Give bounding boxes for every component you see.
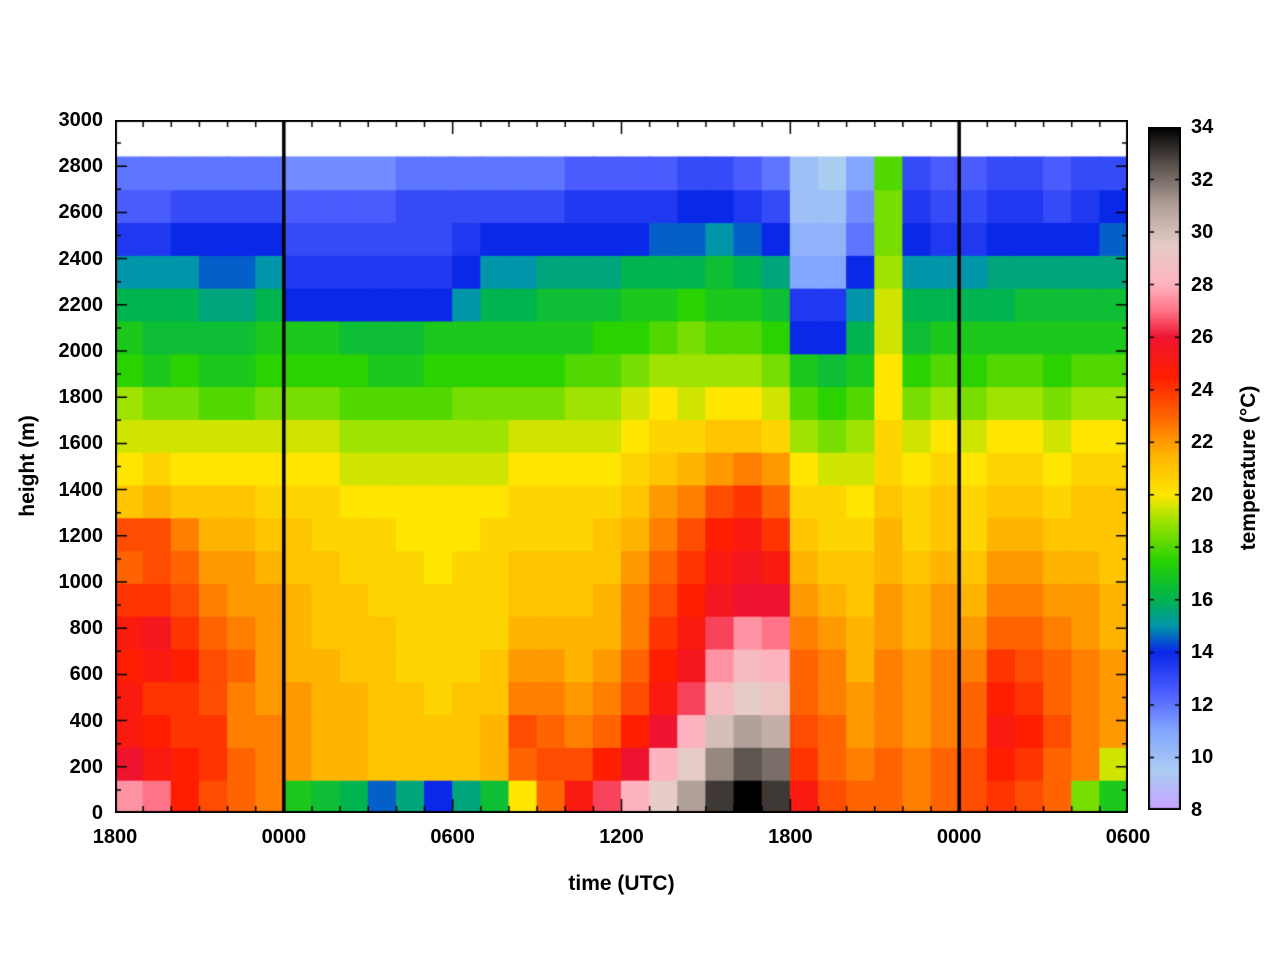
y-tick-label: 1400 [58,478,104,501]
y-tick-label: 600 [69,663,103,686]
y-tick-label: 2400 [58,247,104,270]
axes-overlay-canvas [115,120,1128,813]
y-tick-label: 1200 [58,524,104,547]
y-tick-label: 400 [69,709,103,732]
x-tick-label: 1800 [92,826,138,848]
x-tick-label: 1800 [768,826,813,848]
x-tick-label: 0000 [936,826,982,848]
x-tick-label: 0000 [261,826,307,848]
colorbar-tick-label: 26 [1191,326,1214,349]
colorbar-tick-label: 8 [1191,799,1203,821]
colorbar-label: temperature (°C) [1237,385,1260,551]
y-tick-label: 2200 [58,293,104,316]
y-tick-label: 2800 [58,155,104,178]
colorbar-tick-label: 20 [1191,483,1214,506]
colorbar-tick-label: 32 [1191,168,1214,191]
colorbar-tick-label: 14 [1191,641,1214,664]
colorbar-tick-label: 28 [1191,273,1214,296]
y-tick-label: 2000 [58,340,104,362]
y-tick-label: 3000 [58,109,104,131]
colorbar-tick-label: 16 [1191,588,1214,611]
x-tick-label: 0600 [430,826,475,848]
colorbar-tick-label: 12 [1191,693,1214,716]
colorbar-tick-label: 34 [1191,116,1214,138]
colorbar-tick-label: 10 [1191,746,1214,769]
x-tick-label: 0600 [1105,826,1151,848]
colorbar-tick-label: 24 [1191,378,1214,401]
y-tick-label: 800 [69,617,103,640]
y-tick-label: 0 [91,802,103,824]
x-axis-label: time (UTC) [568,872,675,895]
colorbar-gradient [1148,127,1181,810]
y-tick-label: 1000 [58,571,104,593]
colorbar-tick-label: 18 [1191,536,1214,559]
colorbar-tick-label: 22 [1191,431,1214,454]
y-tick-label: 200 [69,755,103,778]
y-tick-label: 1600 [58,432,104,455]
x-tick-label: 1200 [599,826,644,848]
colorbar-tick-label: 30 [1191,221,1214,244]
y-tick-label: 2600 [58,201,104,224]
y-tick-label: 1800 [58,386,104,409]
y-axis-label: height (m) [16,415,39,517]
